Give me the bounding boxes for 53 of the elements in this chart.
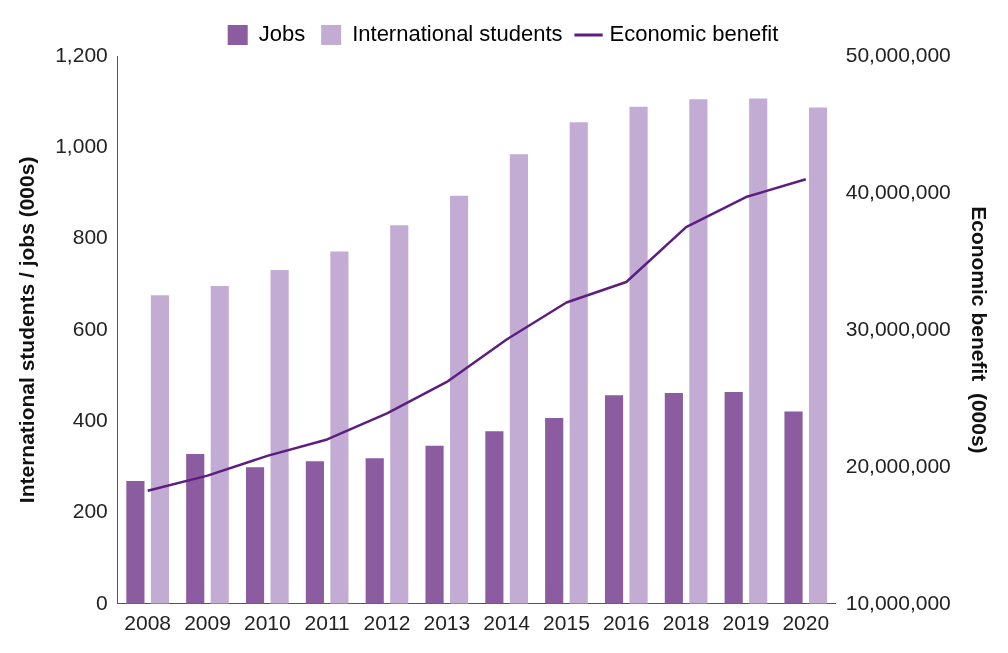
bar [629, 106, 648, 604]
x-tick-label: 2015 [543, 611, 590, 635]
y2-tick-label: 40,000,000 [845, 179, 951, 203]
x-tick-label: 2016 [602, 611, 650, 635]
bar [150, 295, 170, 604]
bar [245, 467, 265, 604]
x-tick-label: 2014 [483, 611, 531, 635]
legend-label: International students [352, 21, 563, 47]
y-tick-label: 200 [72, 499, 108, 523]
y-axis-title: International students / jobs (000s) [15, 156, 39, 504]
x-tick-label: 2013 [423, 611, 471, 635]
y-tick-label: 1,000 [55, 134, 108, 158]
x-tick-label: 2012 [363, 611, 411, 635]
bar [186, 454, 205, 604]
bar [749, 98, 768, 604]
x-tick-label: 2010 [243, 611, 291, 635]
x-tick-label: 2009 [184, 611, 231, 635]
y2-axis-title: Economic benefit (000s) [967, 206, 991, 454]
bar [365, 458, 384, 604]
bar [305, 461, 324, 604]
y2-tick-label: 30,000,000 [845, 316, 951, 340]
x-tick-label: 2018 [662, 611, 710, 635]
bar [485, 431, 504, 604]
bar [330, 251, 349, 604]
bar [569, 122, 588, 604]
x-tick-label: 2011 [304, 611, 350, 635]
y2-tick-label: 50,000,000 [845, 42, 951, 66]
x-tick-label: 2020 [782, 611, 830, 635]
bar [210, 286, 229, 604]
legend-label: Economic benefit [609, 21, 779, 47]
y-tick-label: 1,200 [55, 42, 108, 66]
bar [689, 99, 708, 604]
y-tick-label: 400 [72, 408, 108, 431]
bar [784, 411, 803, 604]
bar [604, 395, 624, 604]
bar [808, 107, 828, 604]
bar [724, 391, 743, 604]
y-tick-label: 600 [72, 316, 108, 340]
bar [270, 270, 289, 604]
bar [450, 195, 469, 604]
y2-tick-label: 20,000,000 [845, 453, 951, 477]
bar [509, 154, 528, 604]
x-tick-label: 2019 [722, 611, 770, 635]
bar [126, 481, 145, 604]
bar [390, 225, 409, 604]
legend-label: Jobs [258, 21, 306, 47]
bar [545, 418, 564, 604]
bar [425, 445, 444, 604]
y2-tick-label: 10,000,000 [845, 590, 951, 614]
y-tick-label: 800 [72, 225, 108, 249]
x-tick-label: 2008 [124, 611, 172, 635]
bar [664, 392, 683, 604]
y-tick-label: 0 [96, 590, 108, 614]
